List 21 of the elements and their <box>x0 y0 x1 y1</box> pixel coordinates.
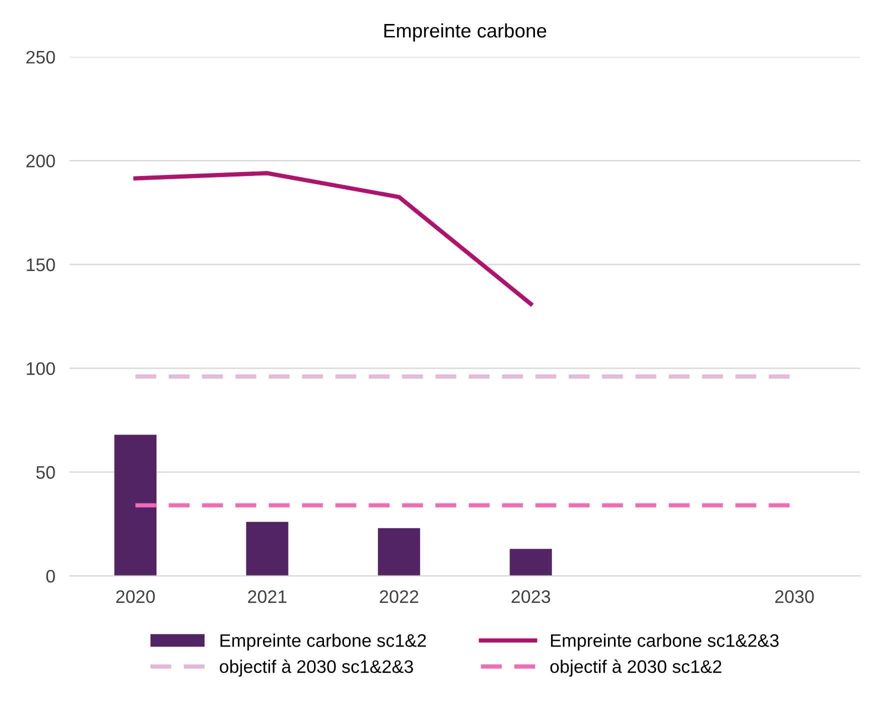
x-tick-label: 2021 <box>248 590 286 604</box>
x-tick-label: 2023 <box>512 590 550 604</box>
y-tick-label: 150 <box>26 258 55 272</box>
x-tick-label: 2020 <box>116 590 155 604</box>
x-tick-label: 2030 <box>775 590 814 604</box>
bar <box>114 434 157 576</box>
y-tick-label: 50 <box>36 466 55 479</box>
x-tick-label: 2022 <box>380 590 418 604</box>
legend-label: objectif à 2030 sc1&2&3 <box>220 660 413 677</box>
y-tick-label: 100 <box>26 362 55 376</box>
y-tick-label: 200 <box>26 154 55 168</box>
bar <box>510 548 552 576</box>
legend-label: Empreinte carbone sc1&2&3 <box>551 634 779 651</box>
line-series <box>133 171 533 306</box>
legend-label: objectif à 2030 sc1&2 <box>550 660 722 677</box>
y-tick-label: 250 <box>26 50 55 64</box>
bar <box>378 528 420 576</box>
y-tick-label: 0 <box>46 570 55 583</box>
chart-title: Empreinte carbone <box>384 23 546 42</box>
legend-label: Empreinte carbone sc1&2 <box>220 634 426 651</box>
bar <box>246 522 288 576</box>
